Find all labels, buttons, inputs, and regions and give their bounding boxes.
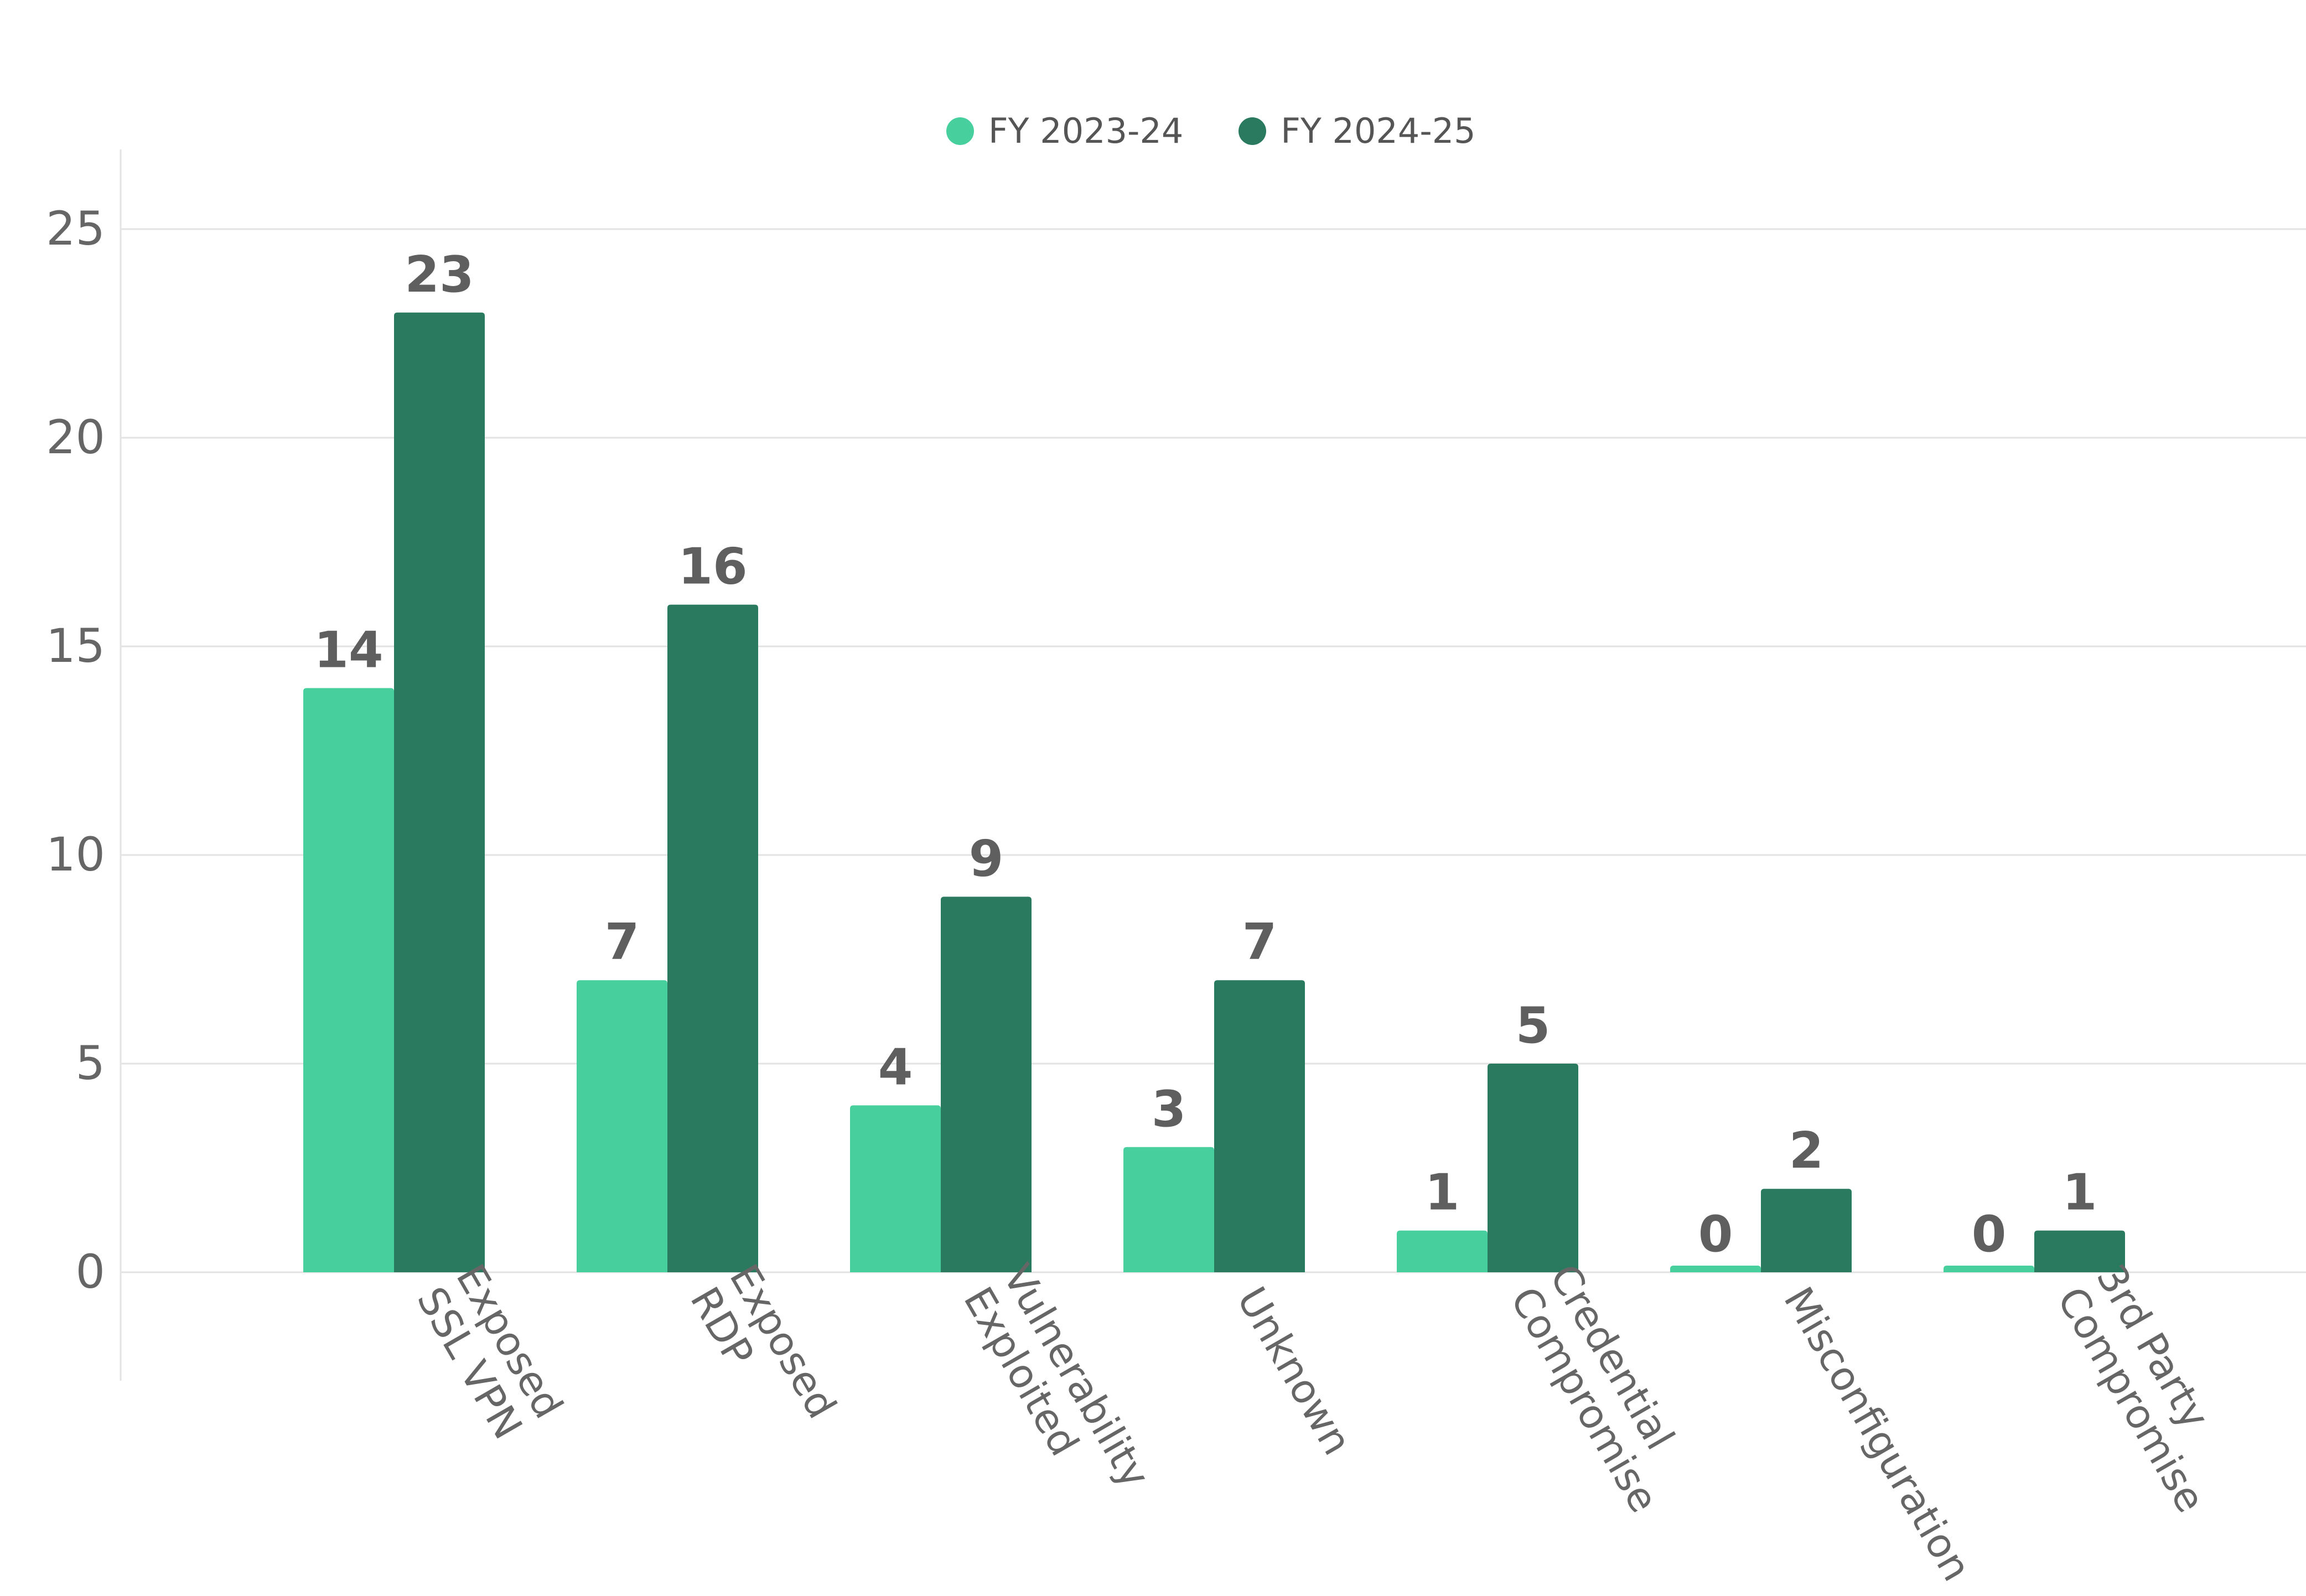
- x-tick-label-3rd-party-compromise: 3rd PartyCompromise: [2048, 1257, 2253, 1520]
- data-label-misconfiguration-series-1: 2: [1789, 1122, 1824, 1180]
- data-label-vulnerability-exploited-series-1: 9: [969, 830, 1004, 888]
- y-tick-label-10: 10: [46, 827, 105, 882]
- legend-swatch-fy-2024-25: [1238, 117, 1267, 145]
- data-label-exposed-rdp-series-1: 16: [678, 538, 747, 596]
- data-label-misconfiguration-series-0: 0: [1698, 1205, 1733, 1263]
- x-tick-label-misconfiguration: Misconfiguration: [1775, 1279, 1980, 1589]
- bar-misconfiguration-series-1[interactable]: [1761, 1189, 1852, 1272]
- data-label-exposed-ssl-vpn-series-1: 23: [405, 246, 474, 304]
- y-tick-label-20: 20: [46, 410, 105, 464]
- x-tick-label-vulnerability-exploited: VulnerabilityExploited: [955, 1257, 1159, 1519]
- bar-vulnerability-exploited-series-1[interactable]: [941, 897, 1032, 1272]
- bar-exposed-ssl-vpn-series-1[interactable]: [394, 312, 485, 1272]
- data-label-exposed-ssl-vpn-series-0: 14: [314, 621, 383, 679]
- data-label-exposed-rdp-series-0: 7: [605, 913, 640, 971]
- x-tick-label-line: Misconfiguration: [1775, 1279, 1980, 1589]
- legend-item-fy-2024-25[interactable]: FY 2024-25: [1238, 111, 1476, 151]
- data-label-unknown-series-0: 3: [1152, 1080, 1186, 1138]
- bar-credential-compromise-series-0[interactable]: [1397, 1230, 1488, 1272]
- bar-misconfiguration-series-0[interactable]: [1670, 1266, 1761, 1272]
- x-tick-label-credential-compromise: CredentialCompromise: [1501, 1257, 1707, 1520]
- bar-exposed-rdp-series-1[interactable]: [667, 604, 758, 1272]
- data-label-credential-compromise-series-1: 5: [1516, 997, 1551, 1055]
- data-label-unknown-series-1: 7: [1242, 913, 1277, 971]
- legend: FY 2023-24 FY 2024-25: [946, 111, 1476, 151]
- x-tick-label-unknown: Unknown: [1228, 1279, 1361, 1463]
- bar-exposed-rdp-series-0[interactable]: [577, 980, 667, 1272]
- data-label-vulnerability-exploited-series-0: 4: [878, 1038, 913, 1096]
- data-label-3rd-party-compromise-series-0: 0: [1972, 1205, 2007, 1263]
- bar-credential-compromise-series-1[interactable]: [1488, 1064, 1578, 1272]
- data-label-3rd-party-compromise-series-1: 1: [2063, 1164, 2097, 1222]
- legend-label-fy-2024-25: FY 2024-25: [1281, 111, 1476, 151]
- bar-3rd-party-compromise-series-0[interactable]: [1944, 1266, 2034, 1272]
- x-tick-label-line: Unknown: [1228, 1279, 1361, 1463]
- y-tick-label-15: 15: [46, 619, 105, 673]
- data-label-credential-compromise-series-0: 1: [1425, 1164, 1460, 1222]
- x-tick-label-exposed-ssl-vpn: ExposedSSL VPN: [408, 1257, 572, 1449]
- y-tick-label-5: 5: [76, 1036, 105, 1090]
- bar-unknown-series-0[interactable]: [1123, 1147, 1214, 1272]
- legend-label-fy-2023-24: FY 2023-24: [988, 111, 1184, 151]
- y-tick-label-25: 25: [46, 201, 105, 256]
- bar-exposed-ssl-vpn-series-0[interactable]: [303, 688, 394, 1272]
- legend-item-fy-2023-24[interactable]: FY 2023-24: [946, 111, 1183, 151]
- x-tick-label-exposed-rdp: ExposedRDP: [681, 1257, 845, 1449]
- legend-swatch-fy-2023-24: [946, 117, 974, 145]
- bar-unknown-series-1[interactable]: [1214, 980, 1305, 1272]
- bar-3rd-party-compromise-series-1[interactable]: [2034, 1230, 2125, 1272]
- y-tick-label-0: 0: [76, 1245, 105, 1299]
- bar-vulnerability-exploited-series-0[interactable]: [850, 1105, 941, 1272]
